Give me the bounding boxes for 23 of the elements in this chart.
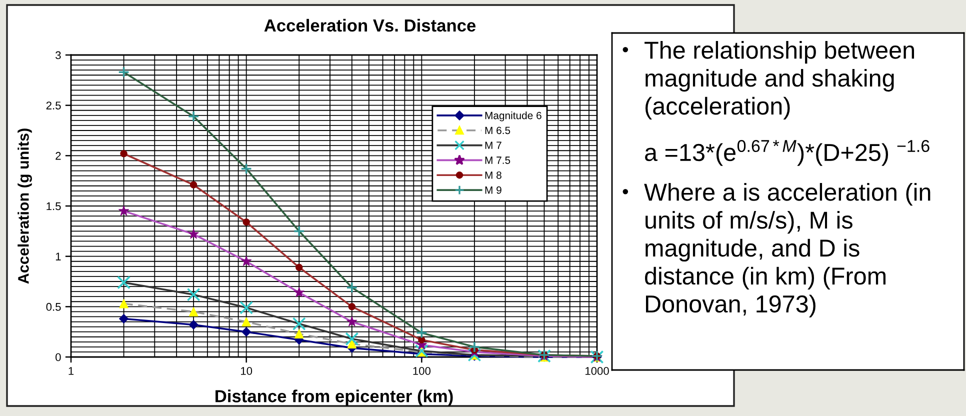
legend-label: M 8 [485,172,502,179]
y-tick-label: 2.5 [46,102,61,110]
x-tick-label: 1 [68,367,74,375]
y-axis-title: Acceleration (g units) [18,128,32,284]
legend-label: M 9 [485,186,502,194]
chart-title: Acceleration Vs. Distance [264,18,476,32]
legend-label: M 7 [485,142,502,149]
text: a =13*(e$^{0.67*M}$)*(D+25) $^{−1.6}$ [645,140,930,166]
x-tick-label: 1000 [585,367,609,375]
y-tick-label: 1 [56,252,61,260]
text: • Where a is acceleration (in units of m/s/s), M is magnitude, and D is distance (in km) (From Donovan, 1973) [622,183,930,318]
legend-label: Magnitude 6 [485,112,542,122]
x-axis-title: Distance from epicenter (km) [216,390,453,406]
y-tick-label: 3 [56,51,61,60]
y-tick-label: 0 [56,353,61,362]
x-tick-label: 10 [241,367,252,375]
legend-label: M 6.5 [485,126,510,134]
x-tick-label: 100 [413,367,430,375]
y-tick-label: 2 [56,152,61,160]
legend-label: M 7.5 [485,156,510,164]
text: • The relationship between magnitude and shaking (acceleration) [622,41,914,120]
y-tick-label: 1.5 [46,202,61,210]
y-tick-label: 0.5 [46,302,61,311]
